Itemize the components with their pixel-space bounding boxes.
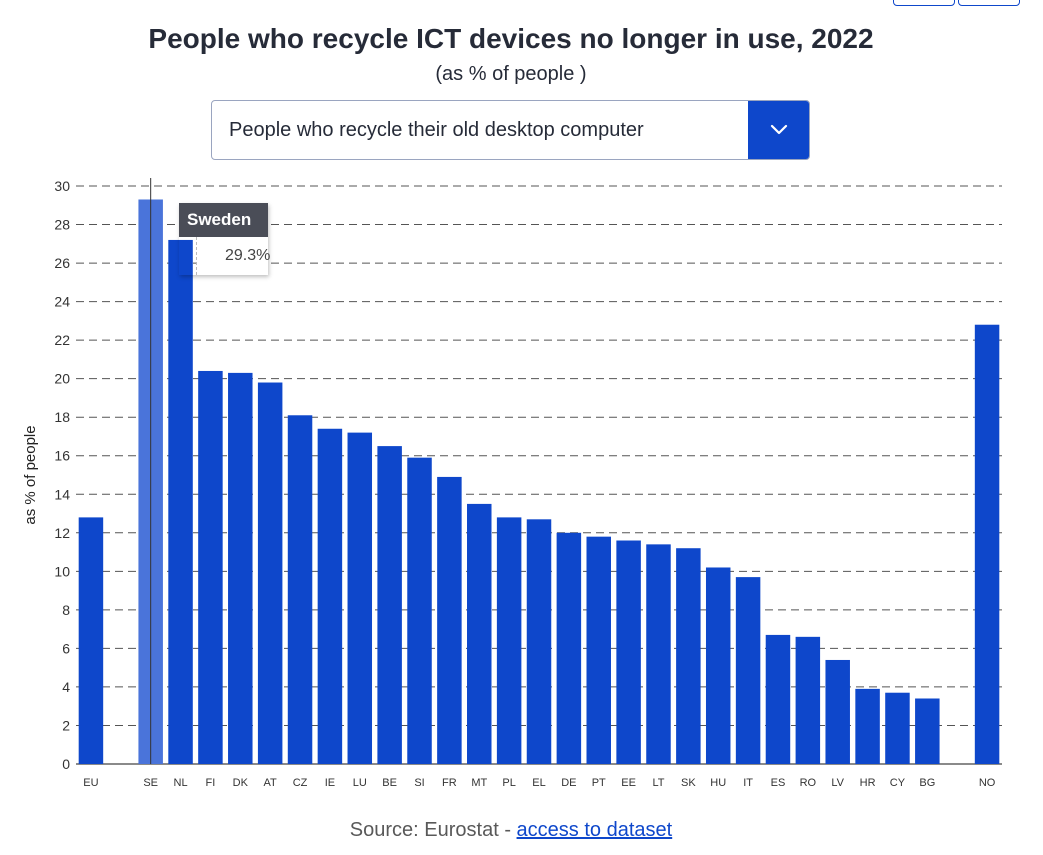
bar-fi[interactable] (198, 370, 223, 764)
x-tick-label: AT (264, 777, 278, 789)
bars (78, 199, 1000, 765)
x-tick-label: BG (919, 777, 935, 789)
bar-fr[interactable] (437, 476, 462, 764)
x-tick-label: ES (771, 777, 786, 789)
y-tick-label: 4 (62, 679, 70, 695)
bar-cz[interactable] (287, 415, 313, 764)
x-tick-label: FI (206, 777, 216, 789)
x-tick-label: LV (831, 777, 844, 789)
toolbar-button-left[interactable] (893, 0, 955, 6)
source-line: Source: Eurostat - access to dataset (0, 819, 1022, 842)
x-tick-label: EL (532, 777, 545, 789)
bar-lu[interactable] (347, 432, 373, 764)
chevron-down-icon (770, 124, 787, 135)
indicator-dropdown[interactable]: People who recycle their old desktop com… (211, 100, 810, 160)
bar-it[interactable] (735, 577, 761, 764)
x-tick-label: PT (592, 777, 606, 789)
bar-ie[interactable] (317, 428, 343, 764)
bar-es[interactable] (765, 634, 791, 764)
y-tick-label: 24 (54, 294, 70, 310)
dropdown-selected-value: People who recycle their old desktop com… (229, 119, 644, 141)
bar-lt[interactable] (646, 544, 671, 764)
y-tick-label: 18 (54, 409, 70, 425)
x-tick-label: SE (143, 777, 158, 789)
tooltip-value: 29.3% (196, 237, 270, 275)
bar-nl[interactable] (168, 239, 193, 765)
bar-be[interactable] (377, 446, 402, 764)
x-tick-label: CY (890, 777, 906, 789)
y-axis-label: as % of people (22, 425, 39, 524)
y-tick-label: 22 (54, 332, 70, 348)
tooltip: Sweden 29.3% (179, 203, 270, 275)
x-tick-label: IE (325, 777, 335, 789)
tooltip-country: Sweden (179, 203, 268, 237)
y-tick-label: 30 (54, 178, 70, 194)
bar-hr[interactable] (855, 688, 880, 764)
x-tick-label: EE (621, 777, 636, 789)
x-tick-label: LT (652, 777, 664, 789)
bar-si[interactable] (407, 457, 432, 764)
bar-dk[interactable] (228, 372, 253, 764)
x-tick-label: NL (174, 777, 188, 789)
x-axis: EU SE NL FI DK AT CZ IE LU BE SI FR MT PL EL DE PT EE LT SK… (83, 777, 995, 789)
chart-title: People who recycle ICT devices no longer… (148, 23, 874, 54)
x-tick-label: DE (561, 777, 576, 789)
bar-hu[interactable] (705, 567, 731, 764)
y-tick-label: 8 (62, 602, 70, 618)
toolbar-button-right[interactable] (958, 0, 1020, 6)
x-tick-label: SK (681, 777, 696, 789)
bar-pt[interactable] (586, 536, 611, 764)
dataset-link[interactable]: access to dataset (516, 819, 673, 841)
x-tick-label: RO (800, 777, 817, 789)
bar-cy[interactable] (885, 692, 910, 764)
source-text: Source: Eurostat - (349, 819, 517, 841)
x-tick-label: CZ (293, 777, 308, 789)
x-tick-label: DK (233, 777, 249, 789)
y-tick-label: 0 (62, 756, 70, 772)
y-tick-label: 10 (54, 563, 70, 579)
x-tick-label: LU (353, 777, 367, 789)
x-tick-label: MT (471, 777, 487, 789)
x-tick-label: FR (442, 777, 457, 789)
x-tick-label: NO (979, 777, 996, 789)
chart-subtitle: (as % of people ) (435, 63, 587, 85)
y-tick-label: 6 (62, 640, 70, 656)
bar-bg[interactable] (915, 698, 940, 764)
bar-no[interactable] (974, 324, 1000, 764)
bar-sk[interactable] (676, 548, 701, 764)
bar-el[interactable] (526, 519, 552, 764)
x-tick-label: PL (502, 777, 515, 789)
y-tick-label: 12 (54, 525, 70, 541)
bar-eu[interactable] (78, 517, 104, 764)
y-tick-label: 14 (54, 486, 70, 502)
y-tick-label: 2 (62, 717, 70, 733)
y-tick-label: 26 (54, 255, 70, 271)
bar-ro[interactable] (795, 636, 821, 764)
bar-ee[interactable] (616, 540, 641, 764)
x-tick-label: SI (414, 777, 424, 789)
bar-mt[interactable] (467, 503, 492, 764)
x-tick-label: HU (710, 777, 726, 789)
dropdown-toggle-button[interactable] (748, 101, 809, 159)
x-tick-label: EU (83, 777, 98, 789)
bar-pl[interactable] (496, 517, 522, 764)
x-tick-label: IT (743, 777, 753, 789)
y-tick-label: 16 (54, 448, 70, 464)
x-tick-label: BE (382, 777, 397, 789)
bar-at[interactable] (257, 382, 283, 764)
bar-de[interactable] (556, 532, 582, 764)
x-tick-label: HR (860, 777, 876, 789)
y-tick-label: 20 (54, 371, 70, 387)
bar-lv[interactable] (825, 659, 850, 764)
y-tick-label: 28 (54, 217, 70, 233)
